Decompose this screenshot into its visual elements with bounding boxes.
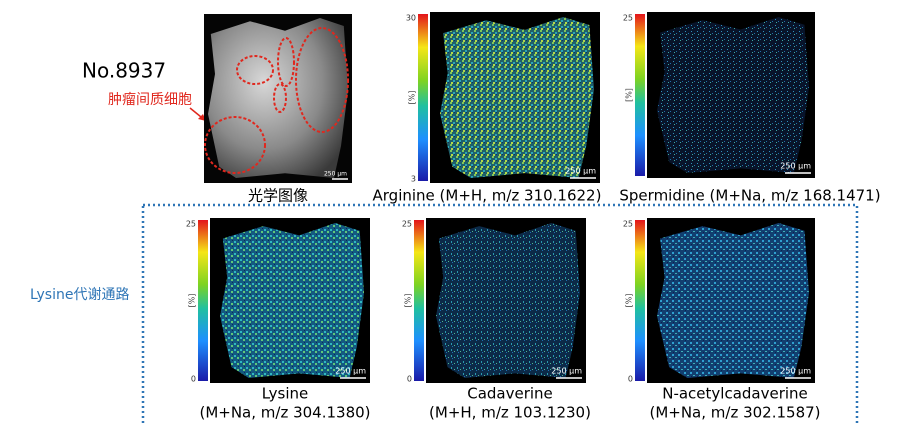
colorbar <box>414 220 424 381</box>
caption: (M+Na, m/z 304.1380) <box>199 404 370 422</box>
colorbar-unit: [%] <box>408 91 417 105</box>
caption: (M+H, m/z 103.1230) <box>429 404 591 422</box>
roi-outline <box>295 27 349 133</box>
caption: Lysine <box>262 385 309 403</box>
colorbar-max: 25 <box>402 220 412 229</box>
colorbar-min: 3 <box>411 175 416 184</box>
colorbar-unit: [%] <box>188 294 197 308</box>
tissue <box>436 223 580 378</box>
caption: Arginine (M+H, m/z 310.1622) <box>373 187 602 205</box>
pathway-box <box>141 203 859 425</box>
annotation: 肿瘤间质细胞 <box>108 91 192 108</box>
tissue <box>220 223 364 378</box>
scale-label: 250 μm <box>324 171 347 178</box>
colorbar <box>635 220 645 381</box>
colorbar-max: 25 <box>623 220 633 229</box>
caption: N-acetylcadaverine <box>662 385 808 403</box>
colorbar-max: 25 <box>186 220 196 229</box>
caption: 光学图像 <box>248 187 308 205</box>
tissue <box>657 17 809 173</box>
tissue <box>440 17 594 178</box>
roi-outline <box>277 37 295 87</box>
colorbar-min: 0 <box>407 375 412 384</box>
roi-outline <box>236 55 274 85</box>
scale-label: 250 μm <box>551 367 582 376</box>
colorbar-unit: [%] <box>625 294 634 308</box>
roi-outline <box>273 83 287 113</box>
colorbar-min: 0 <box>191 375 196 384</box>
scale-label: 250 μm <box>780 367 811 376</box>
caption: Spermidine (M+Na, m/z 168.1471) <box>619 187 880 205</box>
caption: (M+Na, m/z 302.1587) <box>649 404 820 422</box>
tissue <box>657 223 809 378</box>
colorbar-unit: [%] <box>625 88 634 102</box>
roi-outline <box>204 116 266 174</box>
caption: Cadaverine <box>467 385 553 403</box>
colorbar-max: 25 <box>623 14 633 23</box>
colorbar-max: 30 <box>406 14 416 23</box>
scale-label: 250 μm <box>565 167 596 176</box>
colorbar <box>198 220 208 381</box>
pathway-label: Lysine代谢通路 <box>30 287 129 303</box>
colorbar-min: 0 <box>628 375 633 384</box>
colorbar-unit: [%] <box>404 294 413 308</box>
colorbar <box>418 14 428 181</box>
colorbar <box>635 14 645 176</box>
sample-id: No.8937 <box>82 59 166 83</box>
scale-label: 250 μm <box>780 162 811 171</box>
scale-label: 250 μm <box>335 367 366 376</box>
tissue <box>208 18 348 178</box>
